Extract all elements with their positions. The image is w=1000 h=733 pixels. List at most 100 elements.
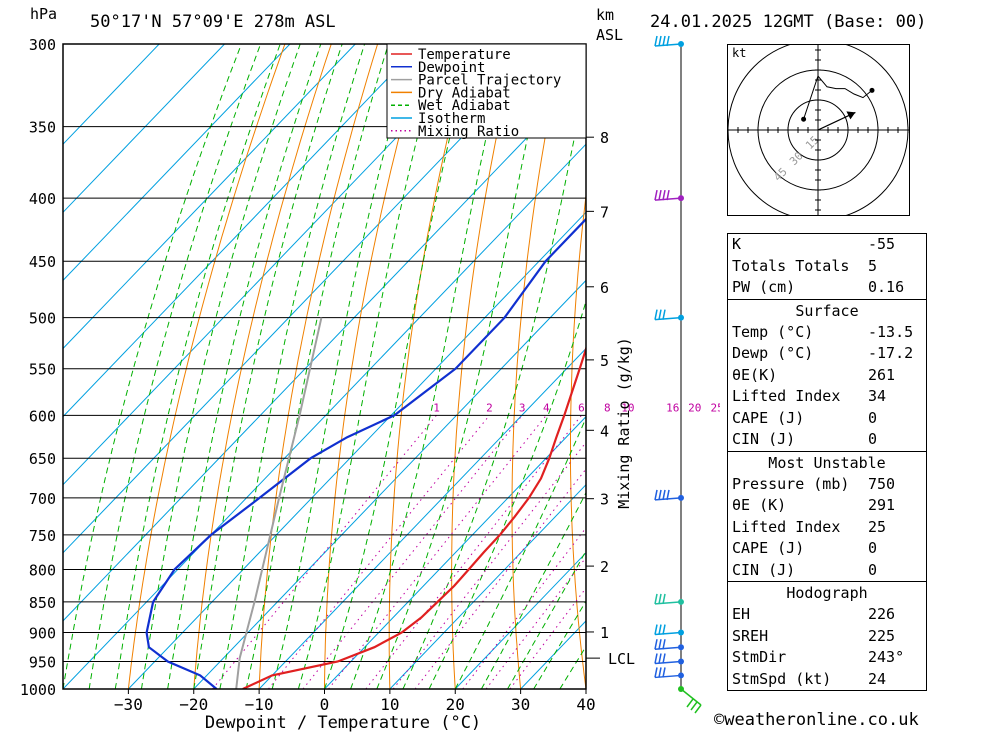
km-tick-label: 6 bbox=[600, 279, 609, 297]
isotherm-line bbox=[63, 44, 160, 145]
pressure-tick-label: 900 bbox=[29, 625, 56, 643]
index-value: 0 bbox=[868, 430, 878, 448]
index-row: Lifted Index 25 bbox=[728, 517, 926, 539]
index-label: Lifted Index bbox=[732, 387, 841, 405]
mixing-ratio-label: 1 bbox=[433, 401, 440, 414]
isotherm-line bbox=[389, 483, 586, 689]
mixing-ratio-layer bbox=[212, 414, 586, 689]
wind-barb bbox=[654, 639, 684, 651]
wet-adiabat-line bbox=[350, 44, 509, 689]
index-value: 291 bbox=[868, 496, 896, 514]
dry-adiabat-line bbox=[324, 44, 425, 689]
index-value: 750 bbox=[868, 474, 896, 493]
index-row: CIN (J) 0 bbox=[728, 560, 926, 582]
index-label: K bbox=[732, 235, 742, 253]
index-label: CIN (J) bbox=[732, 430, 796, 448]
mixing-ratio-labels: 1 2 3 4 6 8 10 16 20 25 bbox=[433, 401, 720, 414]
isotherm-line bbox=[63, 44, 291, 282]
index-label: Totals Totals bbox=[732, 256, 850, 275]
mixing-ratio-axis-title: Mixing Ratio (g/kg) bbox=[615, 337, 633, 509]
wind-barb bbox=[654, 35, 684, 47]
legend-label: Dry Adiabat bbox=[418, 85, 511, 101]
mixing-ratio-label: 6 bbox=[578, 401, 585, 414]
temperature-line bbox=[242, 345, 586, 689]
x-tick-label: −30 bbox=[114, 695, 143, 714]
mixing-ratio-line bbox=[302, 414, 523, 689]
lcl-label: LCL bbox=[608, 650, 635, 668]
wind-barb bbox=[654, 593, 684, 605]
index-value: 5 bbox=[868, 256, 878, 275]
wet-adiabat-line bbox=[402, 78, 586, 689]
index-value: -17.2 bbox=[868, 344, 914, 362]
km-tick-label: 7 bbox=[600, 203, 609, 221]
wind-barb bbox=[654, 489, 684, 501]
isotherm-line bbox=[63, 44, 422, 418]
isotherm-line bbox=[454, 552, 586, 689]
mixing-ratio-label: 16 bbox=[666, 401, 679, 414]
mixing-ratio-label: 3 bbox=[519, 401, 526, 414]
wind-barb bbox=[654, 309, 684, 321]
km-tick-label: 2 bbox=[600, 558, 609, 576]
mixing-ratio-line bbox=[392, 441, 586, 689]
x-tick-label: −10 bbox=[245, 695, 274, 714]
dewpoint-line bbox=[145, 217, 586, 689]
index-label: Lifted Index bbox=[732, 517, 841, 536]
index-label: θE (K) bbox=[732, 496, 787, 514]
index-label: StmDir bbox=[732, 648, 787, 666]
legend-label: Isotherm bbox=[418, 111, 485, 127]
wet-adiabat-line bbox=[480, 491, 586, 689]
dry-adiabat-line bbox=[451, 44, 518, 689]
isotherm-line bbox=[63, 143, 586, 689]
wet-adiabat-line bbox=[63, 44, 242, 689]
x-tick-label: 40 bbox=[576, 695, 595, 714]
wet-adiabat-line bbox=[88, 44, 262, 689]
pressure-tick-label: 1000 bbox=[20, 681, 56, 699]
index-label: Dewp (°C) bbox=[732, 344, 814, 362]
mixing-ratio-label: 20 bbox=[688, 401, 701, 414]
index-value: 0 bbox=[868, 539, 878, 557]
wind-barb bbox=[654, 189, 684, 202]
most-unstable-section: Most Unstable Pressure (mb) 750 θE (K) 291… bbox=[727, 451, 927, 582]
index-row: PW (cm) 0.16 bbox=[728, 277, 926, 299]
index-row: Temp (°C) -13.5 bbox=[728, 322, 926, 344]
pressure-tick-label: 300 bbox=[29, 36, 56, 54]
index-row: Lifted Index 34 bbox=[728, 386, 926, 408]
index-value: -13.5 bbox=[868, 322, 914, 341]
index-label: SREH bbox=[732, 626, 769, 645]
mixing-ratio-line bbox=[328, 414, 547, 689]
x-tick-label: 30 bbox=[511, 695, 530, 714]
index-value: 0.16 bbox=[868, 278, 905, 296]
pressure-tick-label: 400 bbox=[29, 190, 56, 208]
isotherm-line bbox=[63, 44, 356, 350]
isotherm-line bbox=[63, 75, 586, 622]
section-title: Hodograph bbox=[786, 584, 868, 602]
isotherm-line bbox=[63, 44, 552, 554]
pressure-tick-label: 450 bbox=[29, 253, 56, 271]
index-value: 261 bbox=[868, 365, 896, 384]
index-row: CIN (J) 0 bbox=[728, 429, 926, 451]
index-value: 24 bbox=[868, 669, 887, 688]
legend-label: Temperature bbox=[418, 47, 511, 63]
profile-lines bbox=[145, 217, 586, 689]
pressure-tick-label: 850 bbox=[29, 594, 56, 612]
wet-adiabat-line bbox=[324, 44, 474, 689]
skewt-chart: 12346810162025 3003504004505005506006507… bbox=[20, 35, 720, 733]
pressure-tick-label: 950 bbox=[29, 654, 56, 672]
index-label: CAPE (J) bbox=[732, 539, 805, 557]
index-row: Totals Totals 5 bbox=[728, 256, 926, 278]
index-row: θE(K) 261 bbox=[728, 365, 926, 387]
index-value: 243° bbox=[868, 648, 905, 666]
index-value: 34 bbox=[868, 387, 887, 405]
wet-adiabat-line bbox=[297, 44, 443, 689]
km-tick-label: 8 bbox=[600, 129, 609, 147]
axis-layer: 3003504004505005506006507007508008509009… bbox=[20, 36, 596, 714]
asl-label: ASL bbox=[596, 26, 624, 44]
credit-link[interactable]: ©weatheronline.co.uk bbox=[714, 710, 919, 730]
wet-adiabat-line bbox=[167, 44, 322, 689]
mixing-ratio-label: 10 bbox=[621, 401, 634, 414]
hodograph-unit-label: kt bbox=[732, 46, 746, 60]
mixing-ratio-line bbox=[212, 414, 437, 689]
pressure-unit-label: hPa bbox=[30, 5, 58, 23]
isotherm-line bbox=[128, 211, 586, 689]
